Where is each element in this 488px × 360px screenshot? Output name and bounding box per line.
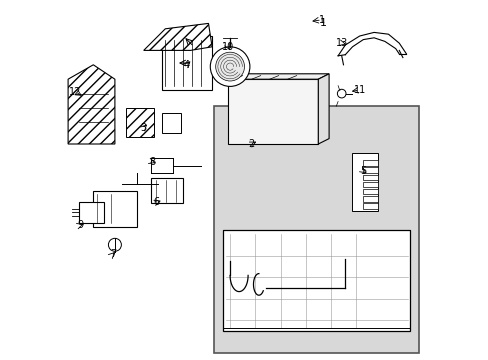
Polygon shape [318, 74, 328, 144]
Text: 10: 10 [222, 42, 234, 52]
Polygon shape [228, 79, 318, 144]
Polygon shape [228, 74, 328, 79]
Circle shape [108, 238, 121, 251]
FancyBboxPatch shape [213, 106, 418, 353]
Bar [93, 191, 136, 227]
Text: 2: 2 [248, 139, 254, 149]
Bar [363, 160, 377, 166]
Bar [363, 167, 377, 173]
Bar [363, 175, 377, 180]
Bar [125, 108, 154, 137]
Text: 13: 13 [335, 38, 347, 48]
Bar [352, 153, 377, 211]
Text: 4: 4 [183, 60, 189, 70]
Text: 3: 3 [141, 123, 146, 133]
Text: 11: 11 [353, 85, 365, 95]
Polygon shape [143, 23, 212, 50]
Circle shape [210, 47, 249, 86]
Bar [162, 113, 181, 133]
Text: 6: 6 [153, 197, 159, 207]
Text: 12: 12 [69, 87, 81, 97]
Text: 1: 1 [318, 15, 325, 25]
Text: 9: 9 [78, 220, 83, 230]
Bar [363, 182, 377, 187]
Text: 5: 5 [360, 166, 366, 176]
Bar [363, 189, 377, 194]
Bar [223, 230, 409, 331]
Circle shape [215, 52, 244, 81]
Bar [162, 36, 212, 90]
Text: 8: 8 [149, 157, 156, 167]
Bar [363, 203, 377, 209]
Text: 1: 1 [320, 18, 326, 28]
Bar [363, 196, 377, 202]
Polygon shape [68, 65, 115, 144]
Text: 7: 7 [110, 249, 116, 259]
Circle shape [337, 89, 346, 98]
Bar [79, 202, 104, 223]
Bar [151, 178, 183, 203]
